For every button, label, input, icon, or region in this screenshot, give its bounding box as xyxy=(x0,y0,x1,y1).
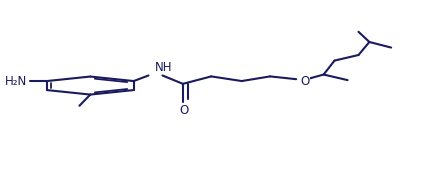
Text: NH: NH xyxy=(155,61,172,74)
Text: H₂N: H₂N xyxy=(5,75,27,88)
Text: O: O xyxy=(300,75,310,88)
Text: O: O xyxy=(179,104,188,117)
